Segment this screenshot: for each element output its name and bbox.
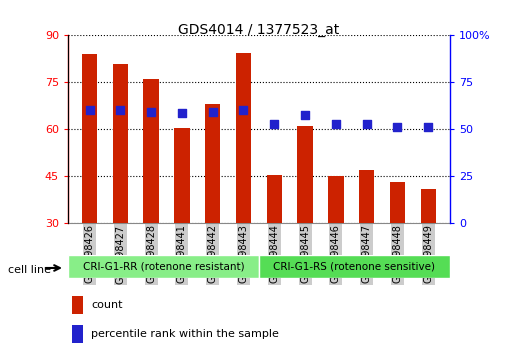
Bar	[143, 79, 159, 223]
Bar	[359, 170, 374, 223]
Point	[85, 108, 94, 113]
Bar	[390, 182, 405, 223]
Bar	[236, 53, 251, 223]
Bar	[420, 189, 436, 223]
Point	[147, 109, 155, 115]
Point	[424, 125, 433, 130]
Bar	[112, 64, 128, 223]
Bar	[72, 325, 83, 343]
Bar	[328, 176, 344, 223]
Text: cell line: cell line	[8, 265, 51, 275]
Point	[332, 121, 340, 126]
Bar	[205, 104, 220, 223]
Point	[178, 110, 186, 116]
Point	[240, 107, 248, 112]
Bar	[259, 255, 450, 278]
Text: percentile rank within the sample: percentile rank within the sample	[91, 329, 279, 339]
Bar	[267, 175, 282, 223]
Text: CRI-G1-RR (rotenone resistant): CRI-G1-RR (rotenone resistant)	[83, 261, 244, 272]
Text: GDS4014 / 1377523_at: GDS4014 / 1377523_at	[178, 23, 339, 37]
Point	[209, 109, 217, 115]
Point	[116, 108, 124, 113]
Text: count: count	[91, 299, 122, 310]
Point	[301, 112, 309, 118]
Bar	[298, 126, 313, 223]
Point	[362, 121, 371, 126]
Point	[393, 125, 402, 130]
Bar	[174, 128, 190, 223]
Bar	[72, 296, 83, 314]
Point	[270, 121, 278, 126]
Bar	[82, 54, 97, 223]
Bar	[68, 255, 259, 278]
Text: CRI-G1-RS (rotenone sensitive): CRI-G1-RS (rotenone sensitive)	[274, 261, 435, 272]
